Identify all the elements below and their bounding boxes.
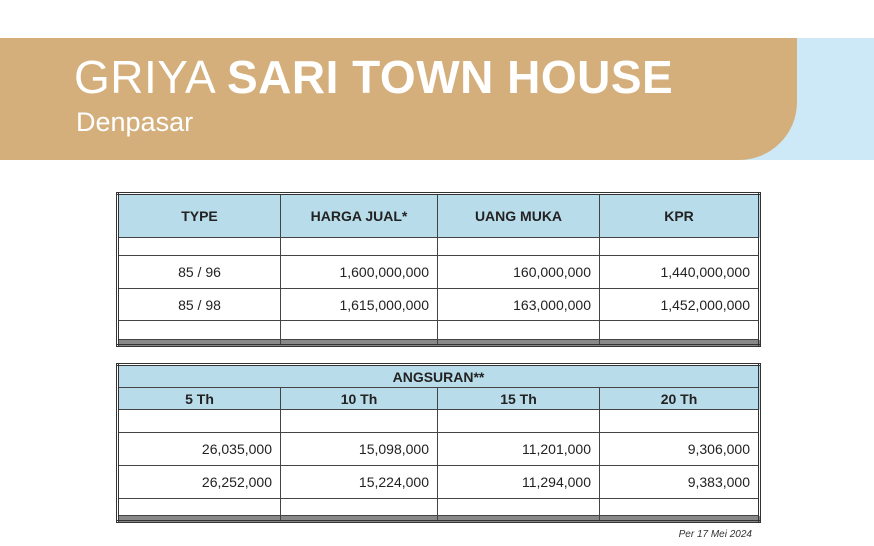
kpr-cell: 1,452,000,000	[599, 288, 760, 321]
installment-cell: 15,098,000	[280, 432, 438, 466]
uang-muka-cell: 160,000,000	[437, 255, 600, 289]
harga-cell: 1,600,000,000	[280, 255, 438, 289]
price-table: TYPE HARGA JUAL* UANG MUKA KPR 85 / 96 1…	[116, 192, 761, 347]
header-15th: 15 Th	[437, 387, 600, 410]
table-row: 26,252,000 15,224,000 11,294,000 9,383,0…	[117, 465, 760, 499]
location-subtitle: Denpasar	[76, 107, 194, 137]
installment-cell: 11,294,000	[437, 465, 600, 499]
page-title: GRIYA SARI TOWN HOUSE	[74, 50, 673, 104]
kpr-cell: 1,440,000,000	[599, 255, 760, 289]
header-5th: 5 Th	[117, 387, 281, 410]
header-20th: 20 Th	[599, 387, 760, 410]
header-10th: 10 Th	[280, 387, 438, 410]
header-kpr: KPR	[599, 193, 760, 238]
type-cell: 85 / 96	[117, 255, 281, 289]
installment-cell: 26,035,000	[117, 432, 281, 466]
installment-cell: 11,201,000	[437, 432, 600, 466]
title-light: GRIYA	[74, 51, 214, 103]
installment-cell: 15,224,000	[280, 465, 438, 499]
installment-cell: 9,383,000	[599, 465, 760, 499]
installment-title: ANGSURAN**	[117, 364, 760, 388]
header-uang-muka: UANG MUKA	[437, 193, 600, 238]
table-row: 85 / 98 1,615,000,000 163,000,000 1,452,…	[117, 288, 760, 321]
header-harga-jual: HARGA JUAL*	[280, 193, 438, 238]
header-banner	[0, 38, 797, 160]
footnote-date: Per 17 Mei 2024	[678, 529, 752, 540]
table-row: 85 / 96 1,600,000,000 160,000,000 1,440,…	[117, 255, 760, 289]
installment-cell: 26,252,000	[117, 465, 281, 499]
harga-cell: 1,615,000,000	[280, 288, 438, 321]
installment-cell: 9,306,000	[599, 432, 760, 466]
installment-table: ANGSURAN** 5 Th 10 Th 15 Th 20 Th 26,035…	[116, 363, 761, 523]
uang-muka-cell: 163,000,000	[437, 288, 600, 321]
title-bold: SARI TOWN HOUSE	[226, 51, 674, 103]
header-type: TYPE	[117, 193, 281, 238]
type-cell: 85 / 98	[117, 288, 281, 321]
table-row: 26,035,000 15,098,000 11,201,000 9,306,0…	[117, 432, 760, 466]
